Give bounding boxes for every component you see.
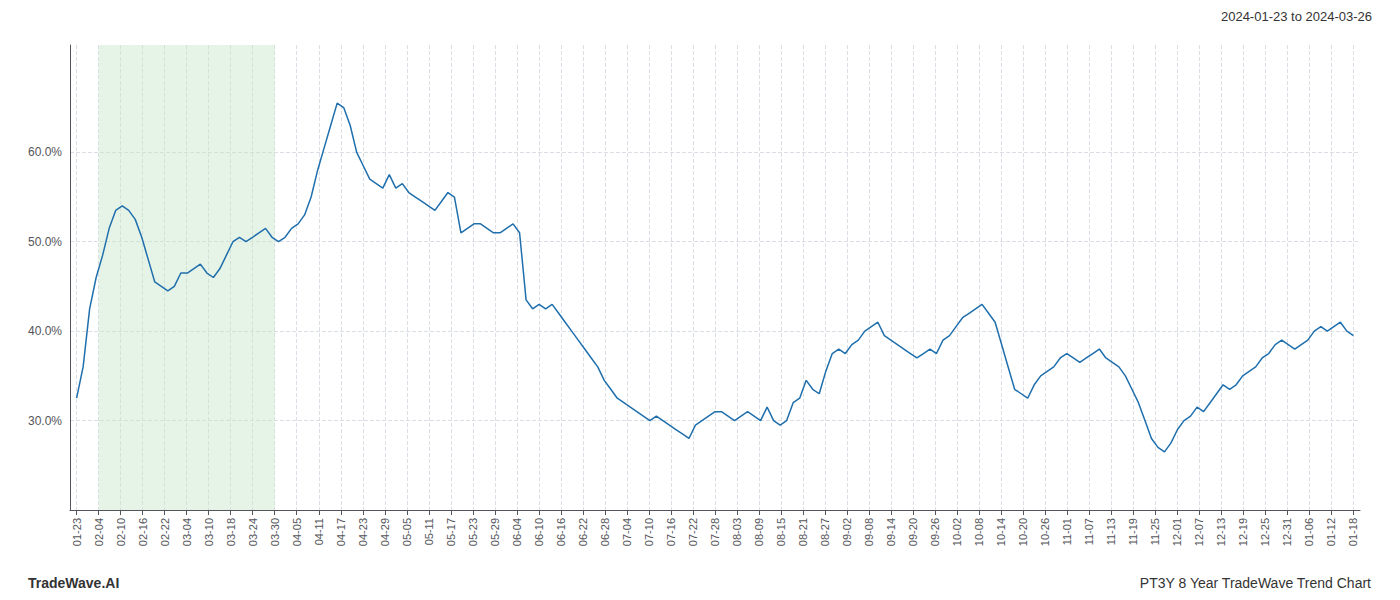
svg-text:12-01: 12-01 <box>1171 518 1183 546</box>
svg-text:10-26: 10-26 <box>1039 518 1051 546</box>
svg-text:09-14: 09-14 <box>885 518 897 546</box>
svg-text:04-23: 04-23 <box>357 518 369 546</box>
svg-text:50.0%: 50.0% <box>28 235 62 249</box>
svg-text:07-22: 07-22 <box>687 518 699 546</box>
svg-text:11-07: 11-07 <box>1083 518 1095 545</box>
svg-text:08-09: 08-09 <box>753 518 765 546</box>
svg-text:03-04: 03-04 <box>181 518 193 546</box>
svg-text:03-30: 03-30 <box>269 518 281 546</box>
svg-text:06-22: 06-22 <box>577 518 589 546</box>
svg-text:09-08: 09-08 <box>863 518 875 546</box>
svg-text:07-10: 07-10 <box>643 518 655 546</box>
svg-text:09-02: 09-02 <box>841 518 853 546</box>
svg-text:04-11: 04-11 <box>313 518 325 545</box>
svg-text:06-16: 06-16 <box>555 518 567 546</box>
svg-text:PT3Y 8 Year TradeWave Trend Ch: PT3Y 8 Year TradeWave Trend Chart <box>1140 575 1371 591</box>
svg-text:40.0%: 40.0% <box>28 324 62 338</box>
svg-text:12-13: 12-13 <box>1215 518 1227 546</box>
svg-text:07-04: 07-04 <box>621 518 633 546</box>
svg-text:06-28: 06-28 <box>599 518 611 546</box>
svg-text:02-16: 02-16 <box>137 518 149 546</box>
svg-text:11-01: 11-01 <box>1061 518 1073 545</box>
svg-text:09-20: 09-20 <box>907 518 919 546</box>
svg-text:05-05: 05-05 <box>401 518 413 546</box>
svg-text:11-25: 11-25 <box>1149 518 1161 545</box>
svg-text:10-08: 10-08 <box>973 518 985 546</box>
svg-text:30.0%: 30.0% <box>28 414 62 428</box>
svg-text:07-16: 07-16 <box>665 518 677 546</box>
svg-text:10-20: 10-20 <box>1017 518 1029 546</box>
svg-text:01-06: 01-06 <box>1303 518 1315 546</box>
svg-text:06-10: 06-10 <box>533 518 545 546</box>
svg-text:08-21: 08-21 <box>797 518 809 546</box>
svg-text:03-18: 03-18 <box>225 518 237 546</box>
svg-text:05-23: 05-23 <box>467 518 479 546</box>
svg-text:09-26: 09-26 <box>929 518 941 546</box>
svg-text:06-04: 06-04 <box>511 518 523 546</box>
svg-text:TradeWave.AI: TradeWave.AI <box>28 575 119 591</box>
svg-text:03-10: 03-10 <box>203 518 215 546</box>
svg-text:01-18: 01-18 <box>1347 518 1359 546</box>
svg-text:02-04: 02-04 <box>93 518 105 546</box>
svg-text:08-03: 08-03 <box>731 518 743 546</box>
svg-text:04-17: 04-17 <box>335 518 347 546</box>
svg-text:10-02: 10-02 <box>951 518 963 546</box>
svg-text:2024-01-23 to 2024-03-26: 2024-01-23 to 2024-03-26 <box>1221 9 1372 24</box>
svg-text:04-05: 04-05 <box>291 518 303 546</box>
svg-text:12-31: 12-31 <box>1281 518 1293 546</box>
svg-text:01-23: 01-23 <box>71 518 83 546</box>
svg-text:07-28: 07-28 <box>709 518 721 546</box>
svg-text:02-22: 02-22 <box>159 518 171 546</box>
svg-text:11-13: 11-13 <box>1105 518 1117 545</box>
svg-text:01-12: 01-12 <box>1325 518 1337 546</box>
svg-text:12-07: 12-07 <box>1193 518 1205 546</box>
svg-text:08-15: 08-15 <box>775 518 787 546</box>
svg-text:11-19: 11-19 <box>1127 518 1139 545</box>
svg-text:12-19: 12-19 <box>1237 518 1249 546</box>
svg-text:12-25: 12-25 <box>1259 518 1271 546</box>
svg-text:05-29: 05-29 <box>489 518 501 546</box>
svg-text:05-11: 05-11 <box>423 518 435 545</box>
svg-text:60.0%: 60.0% <box>28 145 62 159</box>
svg-text:08-27: 08-27 <box>819 518 831 546</box>
svg-text:04-29: 04-29 <box>379 518 391 546</box>
svg-text:03-24: 03-24 <box>247 518 259 546</box>
svg-text:05-17: 05-17 <box>445 518 457 546</box>
svg-text:10-14: 10-14 <box>995 518 1007 546</box>
svg-text:02-10: 02-10 <box>115 518 127 546</box>
